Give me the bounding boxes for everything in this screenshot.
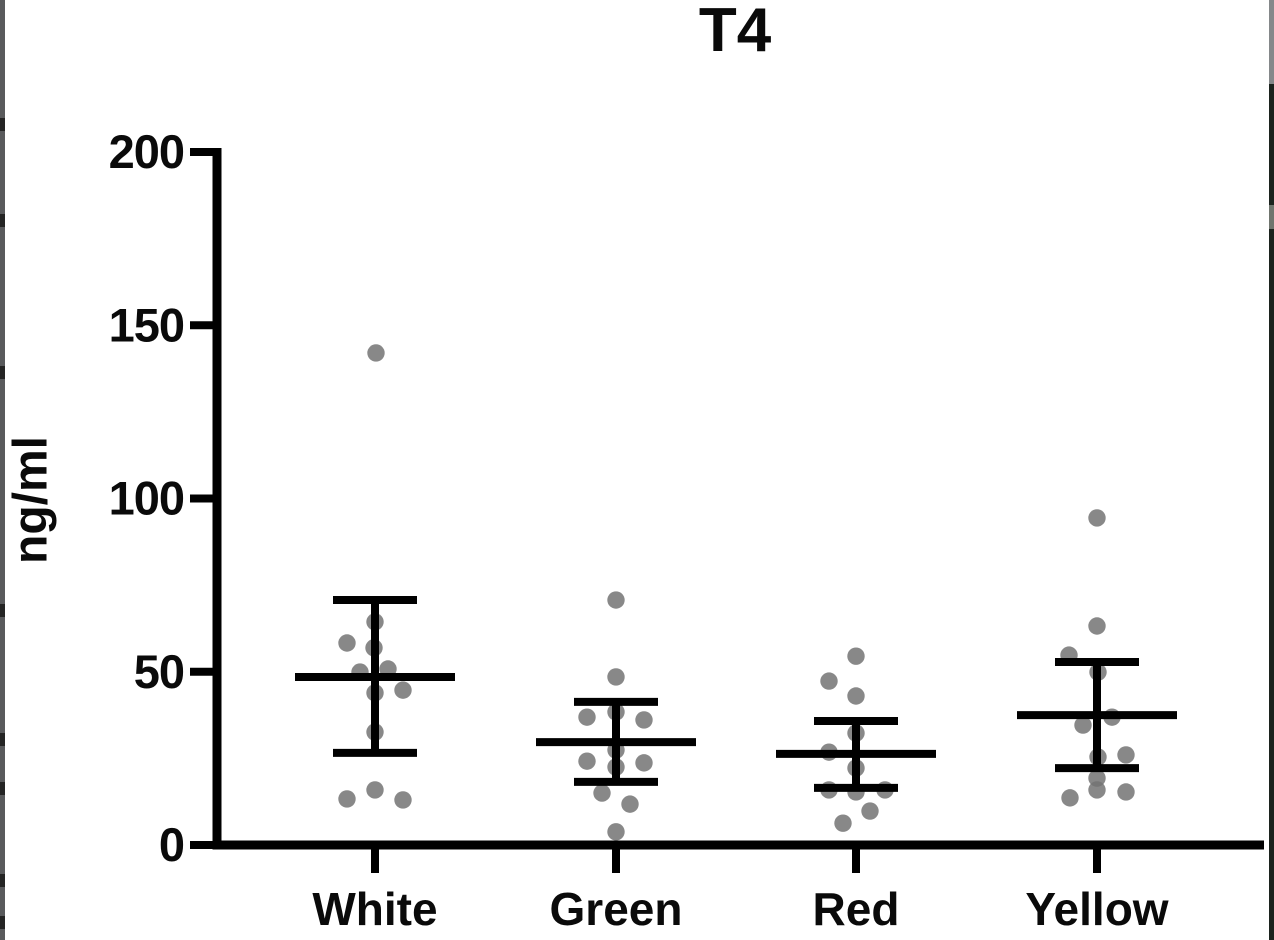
data-point-red: [847, 687, 865, 705]
data-point-white: [394, 681, 412, 699]
left-edge-artifact-mark: [0, 604, 5, 617]
left-edge-artifact-mark: [0, 366, 5, 379]
data-point-white: [338, 634, 356, 652]
y-axis-label: ng/ml: [4, 436, 58, 564]
left-edge-artifact-strip: [0, 0, 5, 940]
data-point-white: [338, 790, 356, 808]
data-point-yellow: [1117, 746, 1135, 764]
left-edge-artifact-mark: [0, 214, 5, 227]
y-tick-label: 0: [159, 818, 184, 871]
data-point-yellow: [1117, 783, 1135, 801]
data-point-green: [607, 668, 625, 686]
right-edge-artifact-strip-top: [1269, 0, 1274, 84]
x-category-label: Yellow: [1025, 883, 1168, 935]
data-point-yellow: [1061, 789, 1079, 807]
chart-title: T4: [698, 0, 772, 65]
data-point-green: [635, 711, 653, 729]
y-tick-label: 200: [109, 125, 184, 178]
y-tick-label: 100: [109, 472, 184, 525]
data-point-red: [834, 814, 852, 832]
data-point-green: [607, 591, 625, 609]
left-edge-artifact-mark: [0, 733, 5, 746]
data-point-green: [635, 754, 653, 772]
y-tick-label: 150: [109, 298, 184, 351]
data-point-red: [847, 647, 865, 665]
left-edge-artifact-mark: [0, 118, 5, 131]
left-edge-artifact-mark: [0, 782, 5, 795]
x-category-label: Green: [550, 883, 683, 935]
data-point-white: [367, 344, 385, 362]
data-point-green: [621, 795, 639, 813]
data-point-green: [578, 708, 596, 726]
left-edge-artifact-mark: [0, 874, 5, 887]
data-point-yellow: [1088, 617, 1106, 635]
data-point-green: [593, 784, 611, 802]
data-point-white: [394, 791, 412, 809]
data-point-yellow: [1074, 716, 1092, 734]
data-point-yellow: [1088, 781, 1106, 799]
y-tick-label: 50: [134, 645, 184, 698]
x-category-label: Red: [813, 883, 900, 935]
data-point-red: [861, 802, 879, 820]
left-edge-artifact-mark: [0, 916, 5, 929]
right-edge-artifact-strip-patch: [1269, 205, 1274, 229]
data-point-red: [820, 672, 838, 690]
data-point-white: [366, 781, 384, 799]
data-point-yellow: [1088, 509, 1106, 527]
x-category-label: White: [312, 883, 437, 935]
data-point-green: [578, 752, 596, 770]
right-edge-artifact-strip-dark: [1269, 84, 1274, 940]
data-point-green: [607, 823, 625, 841]
